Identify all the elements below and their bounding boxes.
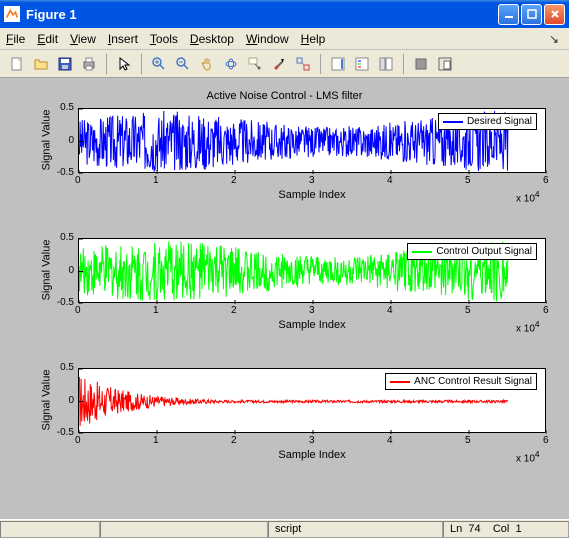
xtick: 0: [75, 435, 81, 446]
xtick: 1: [153, 435, 159, 446]
xtick: 1: [153, 175, 159, 186]
statusbar: script Ln 74 Col 1: [0, 519, 569, 538]
ytick: 0.5: [60, 362, 74, 373]
ytick: 0.5: [60, 232, 74, 243]
legend-line-icon: [412, 251, 432, 253]
pan-icon[interactable]: [196, 53, 218, 75]
ytick: -0.5: [57, 427, 74, 438]
xtick: 3: [309, 435, 315, 446]
show-plot-tools-icon[interactable]: [375, 53, 397, 75]
zoom-out-icon[interactable]: [172, 53, 194, 75]
status-ln-value: 74: [468, 523, 480, 535]
legend-1[interactable]: Control Output Signal: [407, 243, 537, 260]
x-exponent-0: x 104: [516, 189, 540, 204]
xtick: 2: [231, 305, 237, 316]
menu-edit[interactable]: Edit: [37, 32, 58, 46]
xtick: 4: [387, 435, 393, 446]
xtick: 0: [75, 175, 81, 186]
svg-text:▾: ▾: [281, 58, 284, 64]
xtick: 2: [231, 175, 237, 186]
toolbar: ▾: [0, 50, 569, 78]
figure-area: Active Noise Control - LMS filter Desire…: [0, 78, 569, 519]
ytick: -0.5: [57, 167, 74, 178]
xlabel-2: Sample Index: [78, 449, 546, 461]
x-exponent-2: x 104: [516, 449, 540, 464]
xtick: 2: [231, 435, 237, 446]
menu-window[interactable]: Window: [246, 32, 289, 46]
new-file-icon[interactable]: [6, 53, 28, 75]
legend-label: ANC Control Result Signal: [414, 376, 532, 387]
ytick: 0: [68, 395, 74, 406]
subplot-1: Control Output Signal: [78, 238, 546, 303]
legend-2[interactable]: ANC Control Result Signal: [385, 373, 537, 390]
titlebar: Figure 1: [0, 0, 569, 28]
xtick: 0: [75, 305, 81, 316]
status-type: script: [275, 523, 301, 535]
x-exponent-1: x 104: [516, 319, 540, 334]
status-ln-label: Ln: [450, 523, 462, 535]
ylabel-0: Signal Value: [40, 109, 52, 170]
xtick: 4: [387, 175, 393, 186]
insert-colorbar-icon[interactable]: [327, 53, 349, 75]
legend-line-icon: [443, 121, 463, 123]
print-icon[interactable]: [78, 53, 100, 75]
legend-line-icon: [390, 381, 410, 383]
link-icon[interactable]: [292, 53, 314, 75]
chart-title: Active Noise Control - LMS filter: [0, 90, 569, 102]
dock-figure-icon[interactable]: [434, 53, 456, 75]
rotate-icon[interactable]: [220, 53, 242, 75]
xlabel-0: Sample Index: [78, 189, 546, 201]
subplot-0: Desired Signal: [78, 108, 546, 173]
insert-legend-icon[interactable]: [351, 53, 373, 75]
pointer-icon[interactable]: [113, 53, 135, 75]
window-title: Figure 1: [26, 7, 77, 22]
hide-plot-tools-icon[interactable]: [410, 53, 432, 75]
xtick: 6: [543, 175, 549, 186]
xtick: 5: [465, 175, 471, 186]
xtick: 4: [387, 305, 393, 316]
menu-chevron-icon[interactable]: ↘: [549, 32, 563, 46]
menubar: File Edit View Insert Tools Desktop Wind…: [0, 28, 569, 50]
brush-icon[interactable]: ▾: [268, 53, 290, 75]
xtick: 5: [465, 435, 471, 446]
menu-desktop[interactable]: Desktop: [190, 32, 234, 46]
ylabel-1: Signal Value: [40, 239, 52, 300]
xtick: 5: [465, 305, 471, 316]
matlab-icon: [4, 6, 20, 22]
ylabel-2: Signal Value: [40, 369, 52, 430]
ytick: 0: [68, 265, 74, 276]
ytick: 0: [68, 135, 74, 146]
xlabel-1: Sample Index: [78, 319, 546, 331]
legend-label: Control Output Signal: [436, 246, 532, 257]
minimize-button[interactable]: [498, 4, 519, 25]
menu-help[interactable]: Help: [301, 32, 326, 46]
menu-tools[interactable]: Tools: [150, 32, 178, 46]
xtick: 3: [309, 175, 315, 186]
maximize-button[interactable]: [521, 4, 542, 25]
ytick: -0.5: [57, 297, 74, 308]
menu-insert[interactable]: Insert: [108, 32, 138, 46]
status-col-label: Col: [493, 523, 510, 535]
open-folder-icon[interactable]: [30, 53, 52, 75]
xtick: 6: [543, 435, 549, 446]
menu-view[interactable]: View: [70, 32, 96, 46]
subplot-2: ANC Control Result Signal: [78, 368, 546, 433]
ytick: 0.5: [60, 102, 74, 113]
xtick: 6: [543, 305, 549, 316]
datacursor-icon[interactable]: [244, 53, 266, 75]
zoom-in-icon[interactable]: [148, 53, 170, 75]
menu-file[interactable]: File: [6, 32, 25, 46]
legend-label: Desired Signal: [467, 116, 532, 127]
close-button[interactable]: [544, 4, 565, 25]
legend-0[interactable]: Desired Signal: [438, 113, 537, 130]
save-icon[interactable]: [54, 53, 76, 75]
xtick: 1: [153, 305, 159, 316]
xtick: 3: [309, 305, 315, 316]
status-col-value: 1: [516, 523, 522, 535]
